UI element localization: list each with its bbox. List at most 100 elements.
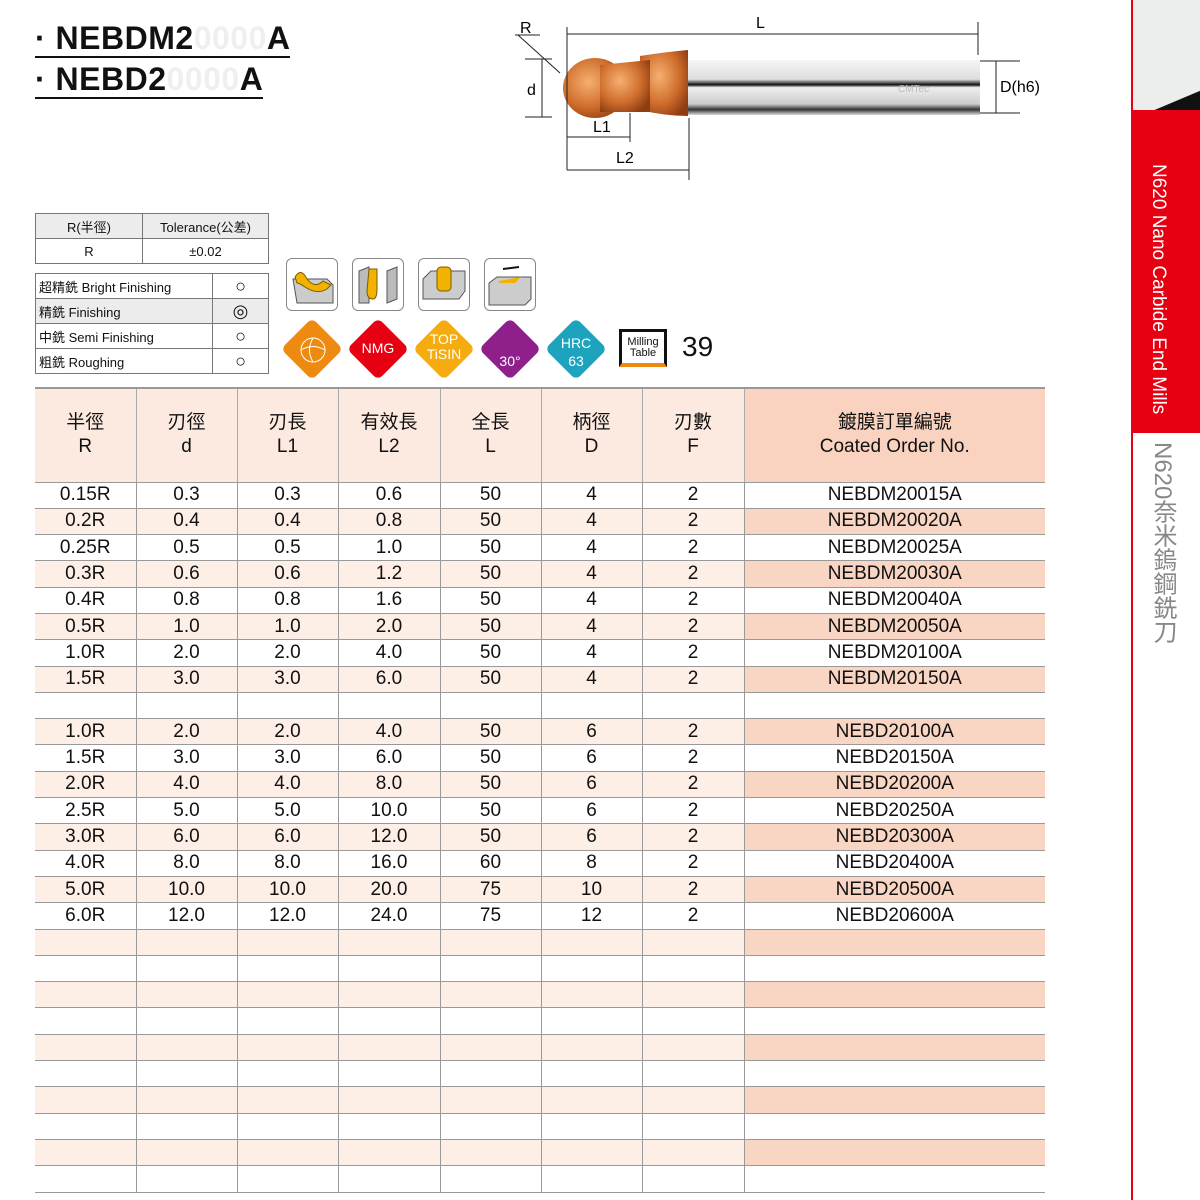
nmg-label: NMG xyxy=(361,340,395,356)
helix-label: 30° xyxy=(499,353,521,369)
table-row xyxy=(35,929,1045,956)
table-row: 1.5R 3.0 3.0 6.0 50 4 2 NEBDM20150A xyxy=(35,666,1045,693)
tolerance-table: R(半徑) Tolerance(公差) R ±0.02 xyxy=(35,213,269,264)
table-cell: 6.0 xyxy=(236,823,338,851)
side-title-en: N620 Nano Carbide End Mills xyxy=(1148,164,1169,415)
table-cell: 0.8 xyxy=(135,587,237,614)
table-cell xyxy=(337,1139,440,1167)
table-cell: 2 xyxy=(641,508,744,536)
column-header: 柄徑 D xyxy=(540,387,642,483)
table-cell xyxy=(35,1060,136,1088)
table-cell: 2 xyxy=(641,823,744,851)
table-cell xyxy=(337,929,440,956)
column-header-line: 有效長 xyxy=(360,412,418,434)
table-cell: 4 xyxy=(540,587,642,614)
coating-label-top: TOP xyxy=(429,331,459,347)
table-cell xyxy=(135,1060,237,1088)
table-cell: 0.6 xyxy=(135,560,237,588)
table-cell xyxy=(743,929,1045,956)
table-cell xyxy=(439,1139,541,1167)
table-row: 1.0R 2.0 2.0 4.0 50 6 2 NEBD20100A xyxy=(35,718,1045,746)
table-cell xyxy=(743,955,1045,983)
table-cell: 0.25R xyxy=(35,534,136,562)
table-cell: 0.2R xyxy=(35,508,136,536)
table-cell: 4 xyxy=(540,666,642,693)
series-title-nebd: · NEBD20000A xyxy=(35,61,264,99)
milling-table-icon[interactable]: Milling Table xyxy=(619,329,667,367)
label-d: d xyxy=(527,82,536,99)
table-cell xyxy=(135,1113,237,1140)
table-cell xyxy=(540,1007,642,1035)
table-cell: NEBD20100A xyxy=(743,718,1045,746)
table-cell: 2.0 xyxy=(135,718,237,746)
table-cell: 0.5R xyxy=(35,613,136,641)
table-row: 2.5R 5.0 5.0 10.0 50 6 2 NEBD20250A xyxy=(35,797,1045,825)
table-cell xyxy=(35,1139,136,1167)
table-row: 4.0R 8.0 8.0 16.0 60 8 2 NEBD20400A xyxy=(35,850,1045,877)
table-row: 0.25R 0.5 0.5 1.0 50 4 2 NEBDM20025A xyxy=(35,534,1045,562)
table-cell xyxy=(540,981,642,1009)
tolerance-r: R xyxy=(35,238,143,264)
column-header: 鍍膜訂單編號 Coated Order No. xyxy=(743,387,1045,483)
table-cell xyxy=(337,1113,440,1140)
table-cell: 2.0 xyxy=(236,718,338,746)
table-row: 5.0R 10.0 10.0 20.0 75 10 2 NEBD20500A xyxy=(35,876,1045,904)
table-cell xyxy=(641,692,744,720)
table-cell xyxy=(641,1086,744,1114)
table-cell xyxy=(641,981,744,1009)
label-l2: L2 xyxy=(616,150,634,167)
column-header-line: d xyxy=(181,436,192,458)
table-cell xyxy=(35,1034,136,1062)
column-header-line: 刃數 xyxy=(673,412,712,434)
table-cell xyxy=(35,692,136,720)
table-cell: 10.0 xyxy=(337,797,440,825)
helix-badge-icon xyxy=(478,317,542,381)
table-row xyxy=(35,955,1045,983)
table-cell: NEBD20600A xyxy=(743,902,1045,930)
table-cell: 2 xyxy=(641,902,744,930)
table-cell: 2 xyxy=(641,771,744,799)
table-cell: 3.0 xyxy=(236,744,338,772)
label-shank-d: D(h6) xyxy=(1000,79,1040,96)
table-cell xyxy=(439,692,541,720)
table-cell: 12.0 xyxy=(135,902,237,930)
drilling-icon xyxy=(418,258,470,311)
table-cell: 0.6 xyxy=(337,482,440,509)
table-row: 1.0R 2.0 2.0 4.0 50 4 2 NEBDM20100A xyxy=(35,639,1045,667)
table-cell: 6.0R xyxy=(35,902,136,930)
table-cell: 6 xyxy=(540,744,642,772)
title-prefix: · NEBDM2 xyxy=(35,20,194,56)
table-cell xyxy=(337,1007,440,1035)
table-cell: 1.0R xyxy=(35,639,136,667)
table-cell: 3.0R xyxy=(35,823,136,851)
table-cell: 8 xyxy=(540,850,642,877)
table-cell xyxy=(337,692,440,720)
table-cell: 3.0 xyxy=(236,666,338,693)
title-ghost: 0000 xyxy=(193,20,267,56)
table-cell: 50 xyxy=(439,639,541,667)
column-header-line: D xyxy=(584,436,599,458)
finishing-table: 超精銑 Bright Finishing ○ 精銑 Finishing ◎ 中銑 S… xyxy=(35,273,269,374)
title-suffix: A xyxy=(266,20,291,56)
table-cell xyxy=(743,1139,1045,1167)
table-cell: 8.0 xyxy=(236,850,338,877)
table-cell: NEBDM20015A xyxy=(743,482,1045,509)
table-cell: 0.6 xyxy=(236,560,338,588)
table-cell: 50 xyxy=(439,718,541,746)
table-cell xyxy=(439,955,541,983)
end-mill-diagram: R L d D(h6) L1 L2 CMTec xyxy=(515,15,1040,180)
table-cell: NEBD20300A xyxy=(743,823,1045,851)
table-cell xyxy=(540,1086,642,1114)
table-cell: 24.0 xyxy=(337,902,440,930)
table-cell: 2.5R xyxy=(35,797,136,825)
flute-cross-icon xyxy=(300,337,326,363)
table-cell xyxy=(540,1034,642,1062)
table-cell: NEBDM20100A xyxy=(743,639,1045,667)
finishing-label: 粗銑 Roughing xyxy=(35,348,213,374)
table-cell xyxy=(236,1165,338,1193)
table-row: 0.4R 0.8 0.8 1.6 50 4 2 NEBDM20040A xyxy=(35,587,1045,614)
table-row xyxy=(35,1086,1045,1114)
table-row xyxy=(35,1139,1045,1167)
circle-icon: ○ xyxy=(212,273,269,299)
table-cell xyxy=(540,955,642,983)
